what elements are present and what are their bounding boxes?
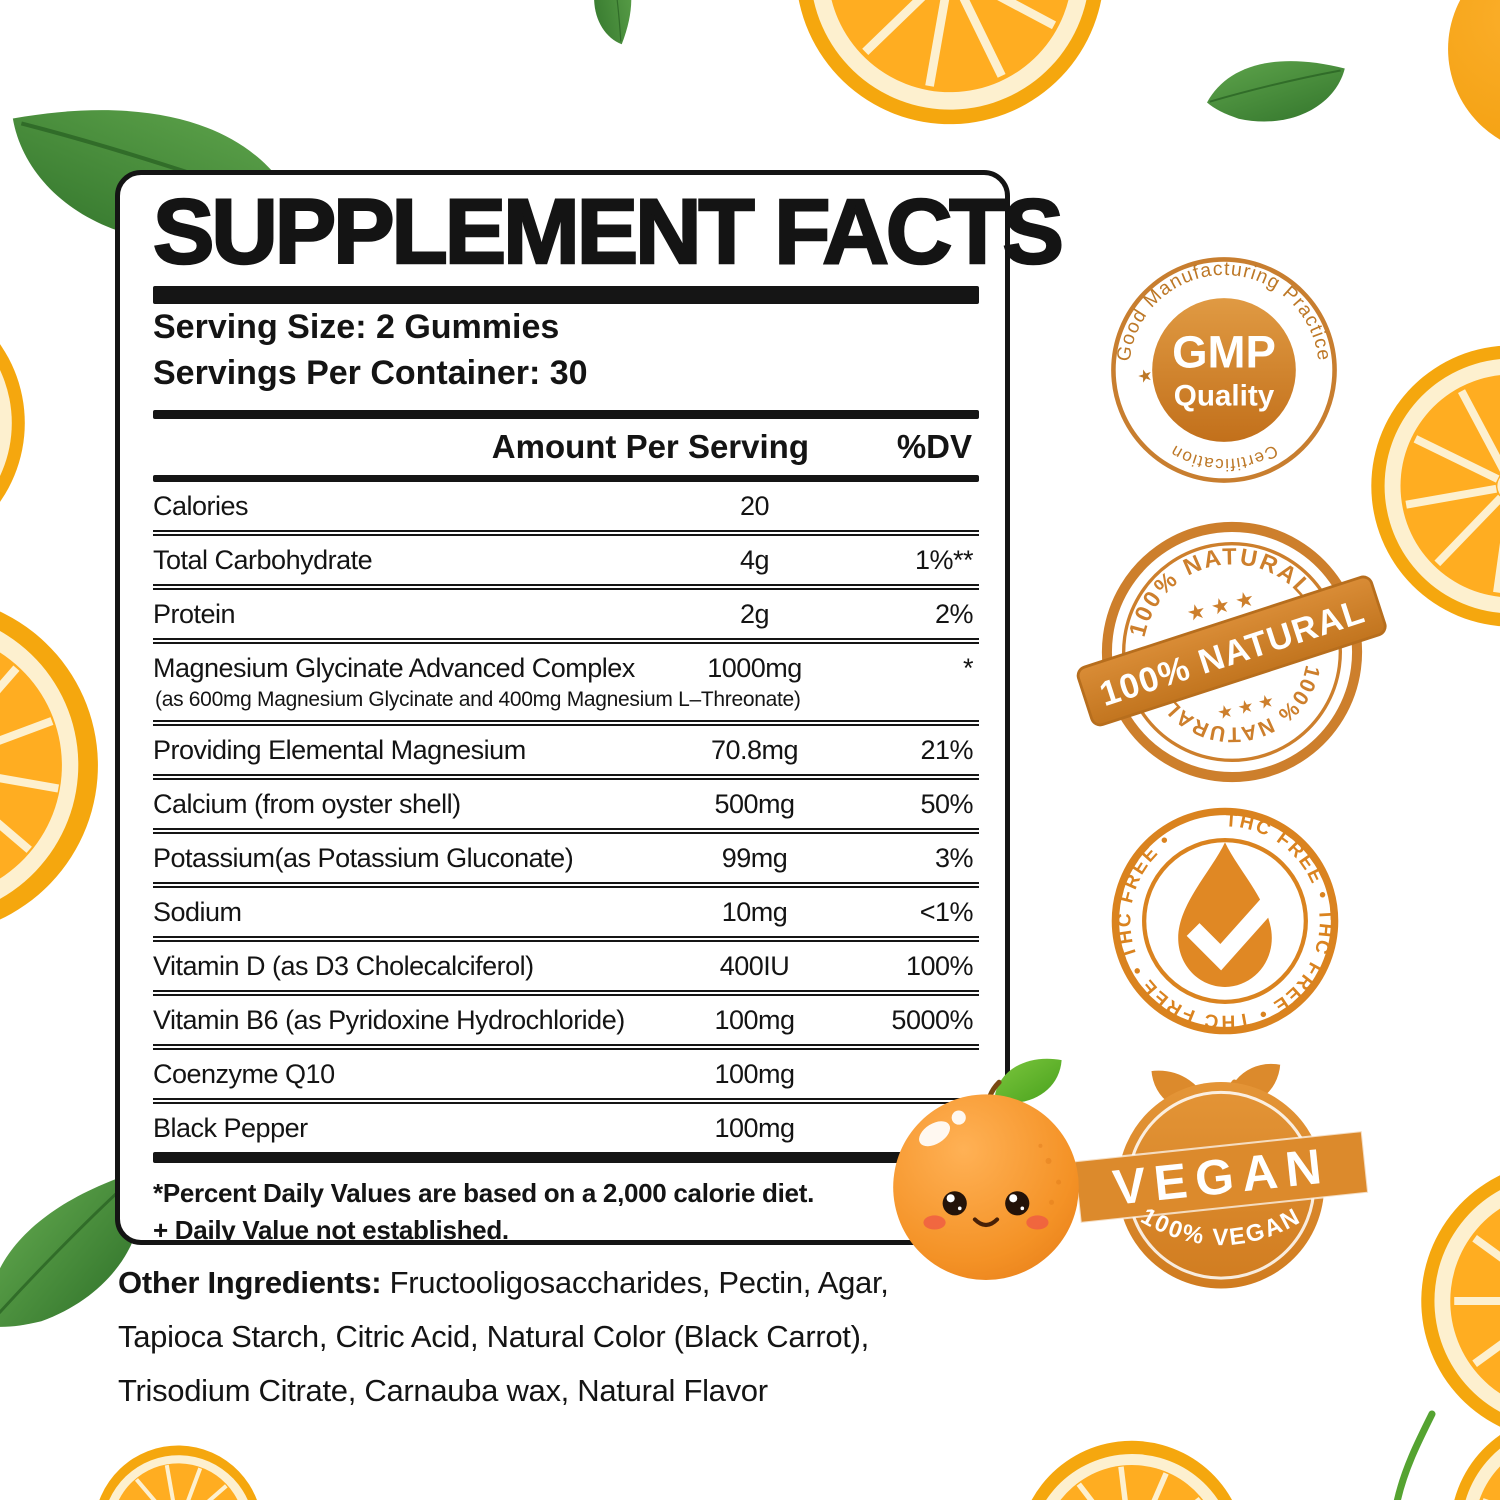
nutrient-amount: 1000mg xyxy=(707,652,802,683)
nutrient-amount: 99mg xyxy=(721,842,788,873)
divider xyxy=(153,286,979,305)
nutrient-dv: 5000% xyxy=(891,1004,973,1035)
table-row: Magnesium Glycinate Advanced Complex 100… xyxy=(153,638,979,720)
other-ingredients-line-2: Tapioca Starch, Citric Acid, Natural Col… xyxy=(118,1319,869,1354)
nutrient-dv: 2% xyxy=(934,598,974,629)
nutrient-name: Protein xyxy=(153,598,236,629)
gmp-quality-text: Quality xyxy=(1174,379,1275,412)
dv-header: %DV xyxy=(896,428,972,466)
gmp-quality-badge: GMP Quality Good Manufacturing Practice … xyxy=(1110,256,1338,484)
orange-mascot xyxy=(893,1058,1079,1280)
table-row: Potassium(as Potassium Gluconate) 99mg 3… xyxy=(153,828,979,882)
page-title: SUPPLEMENT FACTS xyxy=(152,181,1065,283)
nutrient-name: Calories xyxy=(153,490,249,521)
nutrient-amount: 100mg xyxy=(714,1058,795,1089)
orange-slice-decoration-left-sliver-icon xyxy=(0,280,30,566)
table-row: Black Pepper 100mg xyxy=(153,1098,979,1152)
mint-leaf-decoration-icon xyxy=(1204,47,1346,134)
table-row: Total Carbohydrate 4g 1%** xyxy=(153,530,979,584)
nutrient-dv: 100% xyxy=(905,950,974,981)
stem-decoration-bottom-right-icon xyxy=(1393,1410,1436,1500)
orange-wedge-decoration-bottom-center-icon xyxy=(996,1416,1253,1500)
nutrient-amount: 4g xyxy=(739,544,770,575)
nutrient-dv: 1%** xyxy=(914,544,974,575)
gmp-text: GMP xyxy=(1172,327,1276,378)
other-ingredients-label: Other Ingredients: xyxy=(118,1265,382,1300)
orange-fruit-decoration-top-right-icon xyxy=(1448,0,1500,154)
nutrient-amount: 100mg xyxy=(714,1112,795,1143)
nutrient-amount: 100mg xyxy=(714,1004,795,1035)
vegan-badge: VEGAN 100% VEGAN xyxy=(1073,1052,1370,1302)
table-row: Vitamin B6 (as Pyridoxine Hydrochloride)… xyxy=(153,990,979,1044)
amount-per-serving-header: Amount Per Serving xyxy=(491,428,809,466)
thc-free-badge: THC FREE • THC FREE • THC FREE • THC FRE… xyxy=(1108,804,1342,1038)
nutrient-name: Magnesium Glycinate Advanced Complex xyxy=(153,652,635,683)
table-row: Providing Elemental Magnesium 70.8mg 21% xyxy=(153,720,979,774)
nutrient-name: Coenzyme Q10 xyxy=(153,1058,335,1089)
orange-wedge-decoration-bottom-left-icon xyxy=(74,1423,267,1500)
mascot-face xyxy=(923,1191,1049,1230)
other-ingredients-line-1: Other Ingredients: Fructooligosaccharide… xyxy=(118,1256,1128,1310)
nutrient-subnote: (as 600mg Magnesium Glycinate and 400mg … xyxy=(155,688,801,712)
other-ingredients-text: Fructooligosaccharides, Pectin, Agar, xyxy=(389,1265,889,1300)
divider xyxy=(153,1152,979,1164)
nutrient-amount: 20 xyxy=(739,490,770,521)
nutrient-name: Vitamin B6 (as Pyridoxine Hydrochloride) xyxy=(153,1004,625,1035)
table-row: Sodium 10mg <1% xyxy=(153,882,979,936)
nutrient-name: Potassium(as Potassium Gluconate) xyxy=(153,842,574,873)
nutrient-dv: 50% xyxy=(920,788,973,819)
nutrient-name: Sodium xyxy=(153,896,242,927)
table-row: Vitamin D (as D3 Cholecalciferol) 400IU … xyxy=(153,936,979,990)
nutrient-name: Calcium (from oyster shell) xyxy=(153,788,461,819)
leaf-sprig-decoration-top-icon xyxy=(581,0,645,46)
mascot-leaf-icon xyxy=(995,1058,1062,1104)
nutrient-amount: 70.8mg xyxy=(710,734,799,765)
nutrient-amount: 400IU xyxy=(719,950,790,981)
nutrient-name: Vitamin D (as D3 Cholecalciferol) xyxy=(153,950,534,981)
nutrient-amount: 10mg xyxy=(721,896,788,927)
divider xyxy=(153,475,979,483)
table-header-row: Amount Per Serving %DV xyxy=(153,419,979,475)
table-row: Calcium (from oyster shell) 500mg 50% xyxy=(153,774,979,828)
nutrient-dv: 3% xyxy=(934,842,974,873)
nutrient-amount: 500mg xyxy=(714,788,795,819)
supplement-facts-panel: SUPPLEMENT FACTS Serving Size: 2 Gummies… xyxy=(115,170,1065,1245)
nutrient-name: Total Carbohydrate xyxy=(153,544,373,575)
serving-size-text: Serving Size: 2 Gummies xyxy=(153,308,560,347)
nutrient-name: Black Pepper xyxy=(153,1112,308,1143)
facts-table: Calories 20 Total Carbohydrate 4g 1%** P… xyxy=(153,482,979,1152)
other-ingredients-line-3: Trisodium Citrate, Carnauba wax, Natural… xyxy=(118,1373,768,1408)
table-row: Protein 2g 2% xyxy=(153,584,979,638)
mascot-body xyxy=(893,1094,1079,1280)
droplet-check-icon xyxy=(1178,842,1281,987)
servings-per-container-text: Servings Per Container: 30 xyxy=(153,354,588,393)
natural-stamp-badge: 100% NATURAL 100% NATURAL ★ ★ ★ ★ ★ ★ 10… xyxy=(1076,518,1387,786)
table-row: Coenzyme Q10 100mg xyxy=(153,1044,979,1098)
table-row: Calories 20 xyxy=(153,482,979,530)
footnote: *Percent Daily Values are based on a 2,0… xyxy=(153,1175,979,1249)
nutrient-name: Providing Elemental Magnesium xyxy=(153,734,526,765)
nutrient-dv: * xyxy=(962,652,974,683)
footnote-line-1: *Percent Daily Values are based on a 2,0… xyxy=(153,1178,814,1209)
other-ingredients: Other Ingredients: Fructooligosaccharide… xyxy=(118,1256,1128,1418)
nutrient-dv: <1% xyxy=(919,896,974,927)
footnote-line-2: + Daily Value not established. xyxy=(153,1215,509,1246)
nutrient-dv: 21% xyxy=(920,734,973,765)
orange-slice-decoration-top-icon xyxy=(765,0,1136,155)
nutrient-amount: 2g xyxy=(739,598,770,629)
gmp-star-icon: ★ xyxy=(1135,365,1155,388)
divider xyxy=(153,410,979,420)
